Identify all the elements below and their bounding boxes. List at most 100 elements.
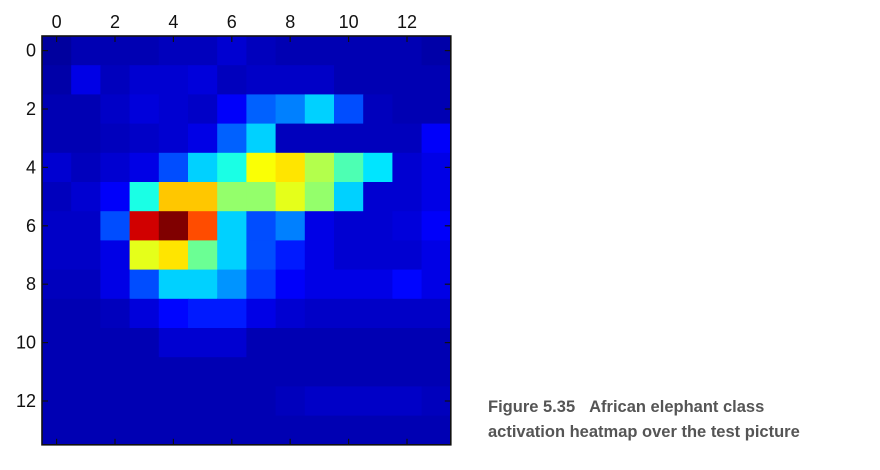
heatmap-cell-r6-c2 [100,211,131,241]
heatmap-cell-r3-c2 [100,123,131,154]
heatmap-cell-r4-c2 [100,152,131,183]
heatmap-cell-r3-c3 [129,123,160,154]
heatmap-cell-r2-c5 [188,94,218,125]
y-tick-label: 6 [26,216,36,236]
heatmap-cell-r11-c5 [188,357,218,387]
heatmap-cell-r5-c0 [42,182,72,212]
heatmap-cell-r5-c10 [334,182,364,212]
heatmap-cell-r9-c4 [158,298,189,329]
heatmap-cell-r11-c1 [71,357,101,387]
heatmap-cell-r11-c0 [42,357,72,387]
heatmap-cells [42,36,452,446]
heatmap-cell-r12-c12 [392,386,423,417]
heatmap-cell-r4-c12 [392,152,423,183]
heatmap-cell-r10-c5 [188,328,218,358]
heatmap-cell-r12-c11 [363,386,393,417]
figure-caption: Figure 5.35 African elephant class activa… [488,395,878,445]
heatmap-cell-r2-c7 [246,94,277,125]
heatmap-cell-r6-c12 [392,211,423,241]
heatmap-cell-r10-c6 [217,328,247,358]
heatmap-cell-r3-c11 [363,123,393,154]
heatmap-cell-r11-c3 [129,357,160,387]
heatmap-cell-r11-c11 [363,357,393,387]
heatmap-cell-r10-c4 [158,328,189,358]
heatmap-cell-r5-c5 [188,182,218,212]
heatmap-cell-r1-c0 [42,65,72,95]
heatmap-cell-r1-c6 [217,65,247,95]
figure-number: Figure 5.35 [488,398,576,416]
heatmap-cell-r8-c7 [246,269,277,300]
heatmap-cell-r3-c10 [334,123,364,154]
heatmap-cell-r10-c9 [304,328,335,358]
heatmap-cell-r6-c4 [158,211,189,241]
heatmap-cell-r9-c13 [421,298,452,329]
y-tick-label: 8 [26,274,36,294]
heatmap-cell-r5-c8 [275,182,306,212]
heatmap-cell-r4-c7 [246,152,277,183]
heatmap-cell-r11-c6 [217,357,247,387]
heatmap-cell-r12-c5 [188,386,218,417]
heatmap-cell-r6-c5 [188,211,218,241]
heatmap-cell-r7-c7 [246,240,277,271]
heatmap-cell-r8-c4 [158,269,189,300]
x-tick-label: 4 [168,12,178,32]
heatmap-cell-r6-c8 [275,211,306,241]
heatmap-cell-r3-c13 [421,123,452,154]
heatmap-cell-r13-c13 [421,415,452,446]
heatmap-cell-r6-c11 [363,211,393,241]
heatmap-cell-r11-c7 [246,357,277,387]
heatmap-cell-r9-c8 [275,298,306,329]
heatmap-cell-r9-c5 [188,298,218,329]
heatmap-cell-r8-c10 [334,269,364,300]
heatmap-cell-r4-c4 [158,152,189,183]
heatmap-cell-r12-c9 [304,386,335,417]
heatmap-cell-r1-c7 [246,65,277,95]
heatmap-cell-r1-c13 [421,65,452,95]
heatmap-cell-r4-c1 [71,152,101,183]
heatmap-cell-r5-c9 [304,182,335,212]
heatmap-cell-r9-c9 [304,298,335,329]
heatmap-cell-r6-c9 [304,211,335,241]
heatmap-cell-r9-c10 [334,298,364,329]
heatmap-cell-r11-c10 [334,357,364,387]
heatmap-cell-r3-c12 [392,123,423,154]
heatmap-cell-r2-c1 [71,94,101,125]
plot-frame [41,35,452,446]
heatmap-cell-r12-c2 [100,386,131,417]
heatmap-cell-r8-c1 [71,269,101,300]
heatmap-cell-r3-c1 [71,123,101,154]
heatmap-cell-r6-c1 [71,211,101,241]
heatmap-cell-r13-c5 [188,415,218,446]
heatmap-cell-r12-c7 [246,386,277,417]
heatmap-cell-r7-c6 [217,240,247,271]
heatmap-cell-r2-c3 [129,94,160,125]
heatmap-cell-r12-c4 [158,386,189,417]
heatmap-cell-r13-c3 [129,415,160,446]
heatmap-cell-r3-c6 [217,123,247,154]
heatmap-cell-r11-c8 [275,357,306,387]
heatmap-cell-r7-c2 [100,240,131,271]
caption-text-1: African elephant class [589,398,765,416]
heatmap-cell-r2-c12 [392,94,423,125]
heatmap-cell-r9-c1 [71,298,101,329]
x-tick-label: 0 [52,12,62,32]
heatmap-cell-r3-c4 [158,123,189,154]
heatmap-cell-r3-c5 [188,123,218,154]
heatmap-cell-r12-c8 [275,386,306,417]
heatmap-cell-r7-c12 [392,240,423,271]
heatmap-cell-r9-c7 [246,298,277,329]
heatmap-cell-r6-c10 [334,211,364,241]
x-axis: 0 2 4 6 8 10 12 [52,12,417,445]
heatmap-cell-r6-c6 [217,211,247,241]
heatmap-cell-r1-c12 [392,65,423,95]
heatmap-cell-r10-c8 [275,328,306,358]
heatmap-cell-r7-c8 [275,240,306,271]
heatmap-cell-r8-c9 [304,269,335,300]
heatmap-cell-r1-c2 [100,65,131,95]
caption-line-1: Figure 5.35 African elephant class [488,395,878,420]
heatmap-cell-r9-c11 [363,298,393,329]
y-tick-label: 0 [26,41,36,61]
heatmap-cell-r7-c10 [334,240,364,271]
heatmap-cell-r2-c4 [158,94,189,125]
x-tick-label: 12 [397,12,417,32]
